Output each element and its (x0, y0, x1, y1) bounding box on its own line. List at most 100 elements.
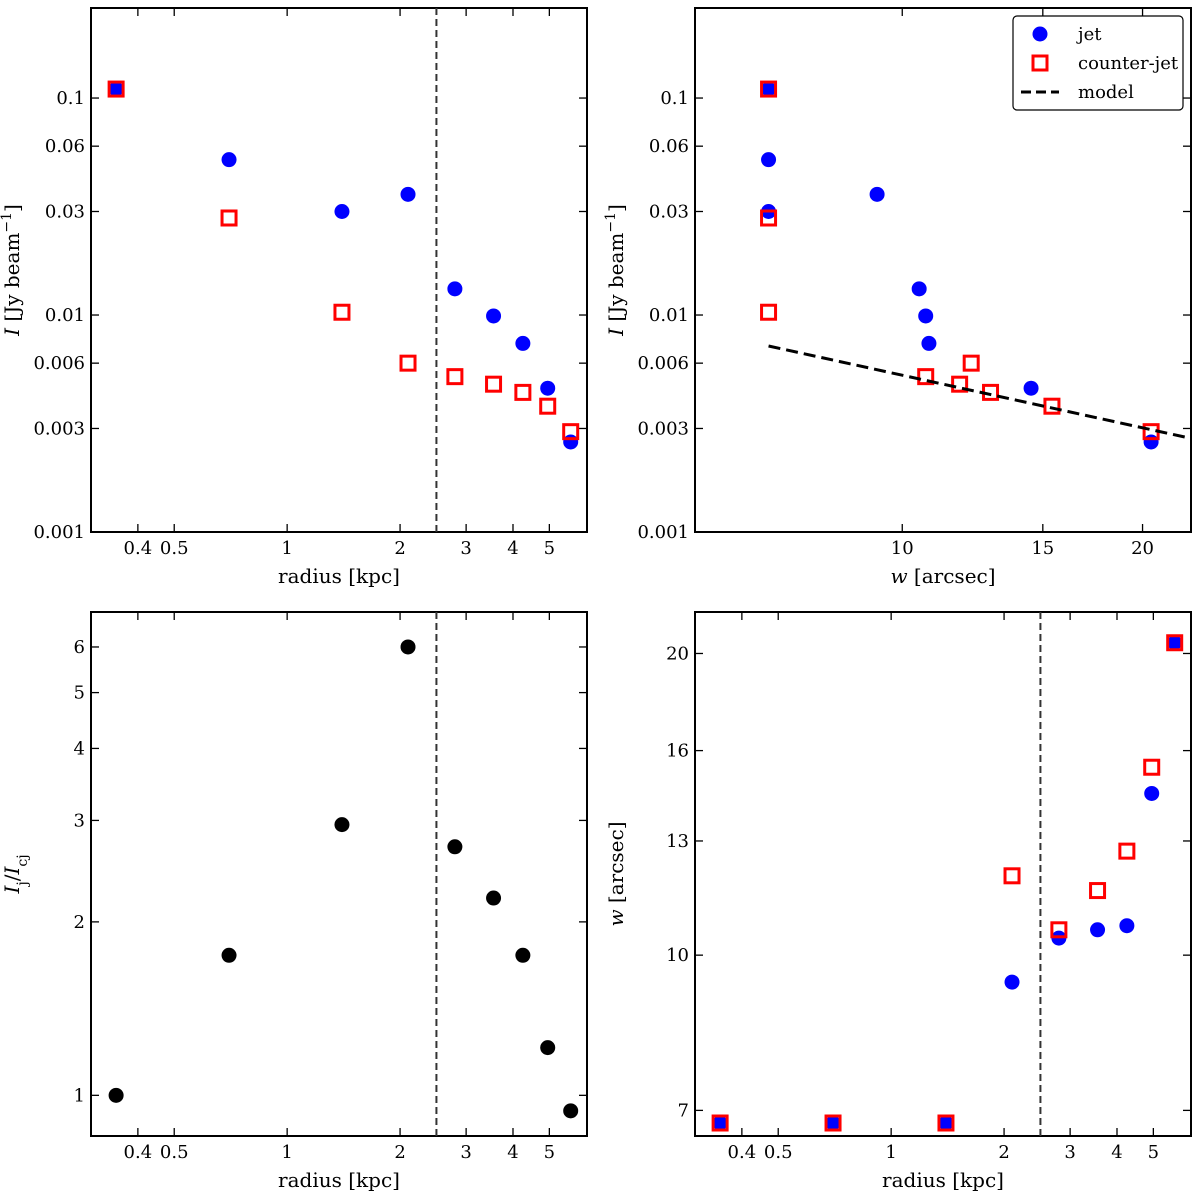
ratio-point (334, 817, 350, 833)
x-tick-label: 10 (891, 538, 914, 559)
plot-frame (694, 611, 1192, 1137)
x-tick-label: 3 (1064, 1142, 1075, 1163)
y-tick-label: 0.03 (45, 201, 85, 222)
plot-frame (694, 7, 1192, 533)
y-axis-label: I [Jy beam−1] (603, 204, 628, 337)
x-tick-label: 2 (394, 538, 405, 559)
y-tick-label: 0.03 (649, 201, 689, 222)
y-tick-label: 0.1 (660, 88, 689, 109)
jet-point (911, 281, 927, 297)
legend-jet-marker (1032, 26, 1048, 42)
counter-jet-point (333, 303, 351, 321)
x-tick-label: 0.4 (124, 538, 153, 559)
x-axis-label: w [arcsec] (890, 564, 995, 588)
x-tick-label: 2 (998, 1142, 1009, 1163)
y-axis-label: w [arcsec] (604, 821, 628, 926)
y-tick-label: 6 (74, 637, 85, 658)
counter-jet-point (107, 80, 125, 98)
x-tick-label: 0.5 (764, 1142, 793, 1163)
legend-label: counter-jet (1078, 53, 1179, 74)
counter-jet-point (1166, 634, 1184, 652)
x-tick-label: 15 (1031, 538, 1054, 559)
counter-jet-point (824, 1114, 842, 1132)
panel-bottom-right: 0.4 0.5 1 2 3 4 5 7 10 13 16 20 radius [kpc] w [arcse… (604, 611, 1192, 1192)
x-tick-label: 5 (1148, 1142, 1159, 1163)
counter-jet-point (1043, 397, 1061, 415)
legend-label: model (1078, 82, 1134, 103)
panel-top-right: 10 15 20 0.001 0.003 0.006 0.01 0.03 0.06 0.1 w [a… (603, 7, 1192, 588)
jet-point (869, 186, 885, 202)
y-tick-label: 5 (74, 683, 85, 704)
x-tick-label: 5 (544, 1142, 555, 1163)
counter-jet-point (1050, 921, 1068, 939)
counter-jet-point (485, 375, 503, 393)
x-tick-label: 1 (885, 1142, 896, 1163)
y-tick-label: 20 (666, 643, 689, 664)
x-tick-label: 0.5 (160, 1142, 189, 1163)
plot-frame (90, 611, 588, 1137)
y-tick-label: 13 (666, 831, 689, 852)
jet-point (712, 1115, 728, 1131)
y-tick-label: 0.001 (33, 522, 85, 543)
y-axis-label: I [Jy beam−1] (0, 204, 24, 337)
counter-jet-point (951, 375, 969, 393)
x-tick-label: 0.4 (124, 1142, 153, 1163)
x-tick-label: 1 (281, 1142, 292, 1163)
counter-jet-point (539, 397, 557, 415)
y-tick-label: 4 (74, 738, 85, 759)
counter-jet-point (1143, 758, 1161, 776)
jet-point (825, 1115, 841, 1131)
y-tick-label: 0.01 (649, 305, 689, 326)
jet-point (563, 434, 579, 450)
x-tick-label: 3 (460, 538, 471, 559)
y-axis-label: Ij/Icj (0, 854, 31, 894)
legend-counter-jet-marker (1031, 54, 1049, 72)
counter-jet-point (514, 383, 532, 401)
counter-jet-point (917, 368, 935, 386)
x-tick-label: 20 (1131, 538, 1154, 559)
y-tick-label: 0.003 (33, 418, 85, 439)
counter-jet-point (760, 303, 778, 321)
ratio-point (563, 1103, 579, 1119)
jet-point (515, 335, 531, 351)
counter-jet-point (711, 1114, 729, 1132)
x-tick-label: 4 (507, 1142, 518, 1163)
jet-point (1144, 785, 1160, 801)
model-line (768, 344, 1192, 440)
ratio-point (400, 639, 416, 655)
jet-point (1023, 380, 1039, 396)
x-tick-label: 3 (460, 1142, 471, 1163)
y-tick-label: 0.001 (637, 522, 689, 543)
jet-point (221, 152, 237, 168)
x-tick-label: 0.4 (728, 1142, 757, 1163)
counter-jet-point (937, 1114, 955, 1132)
counter-jet-point (1118, 842, 1136, 860)
jet-point (1119, 918, 1135, 934)
x-axis-label: radius [kpc] (278, 564, 400, 588)
counter-jet-point (220, 209, 238, 227)
jet-point (486, 308, 502, 324)
y-tick-label: 3 (74, 810, 85, 831)
jet-point (761, 152, 777, 168)
y-tick-label: 0.006 (637, 353, 689, 374)
y-tick-label: 16 (666, 741, 689, 762)
jet-point (400, 186, 416, 202)
jet-point (761, 81, 777, 97)
y-tick-label: 0.06 (649, 136, 689, 157)
y-tick-label: 0.06 (45, 136, 85, 157)
x-tick-label: 5 (544, 538, 555, 559)
legend-frame (1012, 15, 1184, 111)
counter-jet-point (760, 209, 778, 227)
jet-point (921, 335, 937, 351)
panel-top-left: 0.4 0.5 1 2 3 4 5 0.001 0.003 0.006 0.01 0.03 0.06 0.… (0, 7, 588, 588)
counter-jet-point (962, 354, 980, 372)
counter-jet-point (446, 368, 464, 386)
x-tick-label: 0.5 (160, 538, 189, 559)
counter-jet-point (399, 354, 417, 372)
ratio-point (447, 839, 463, 855)
counter-jet-point (562, 423, 580, 441)
ratio-point (486, 890, 502, 906)
y-tick-label: 0.003 (637, 418, 689, 439)
x-axis-label: radius [kpc] (278, 1168, 400, 1192)
